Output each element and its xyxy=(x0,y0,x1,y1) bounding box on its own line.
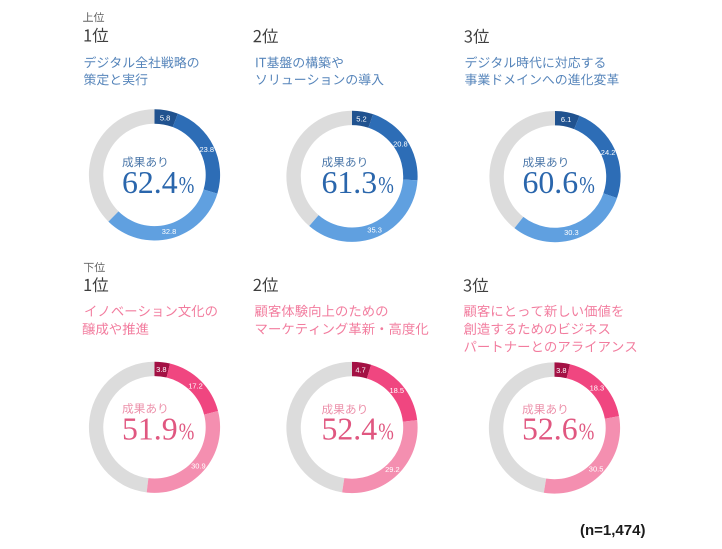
svg-text:5.8: 5.8 xyxy=(160,113,170,122)
svg-text:23.8: 23.8 xyxy=(199,145,214,154)
svg-text:%: % xyxy=(579,418,595,445)
svg-text:52.4: 52.4 xyxy=(322,412,378,447)
svg-text:%: % xyxy=(179,172,195,199)
svg-text:(n=1,474): (n=1,474) xyxy=(580,522,645,539)
svg-text:18.5: 18.5 xyxy=(389,386,404,395)
svg-text:3.8: 3.8 xyxy=(156,365,166,374)
svg-text:17.2: 17.2 xyxy=(188,382,203,391)
svg-text:61.3: 61.3 xyxy=(322,165,378,200)
svg-text:30.3: 30.3 xyxy=(564,228,579,237)
svg-text:35.3: 35.3 xyxy=(367,226,382,235)
svg-text:30.9: 30.9 xyxy=(191,461,206,470)
svg-text:%: % xyxy=(378,418,394,445)
svg-text:%: % xyxy=(579,172,595,199)
svg-text:52.6: 52.6 xyxy=(522,412,578,447)
svg-text:18.3: 18.3 xyxy=(590,384,605,393)
svg-text:32.8: 32.8 xyxy=(162,227,177,236)
svg-text:51.9: 51.9 xyxy=(122,412,178,447)
svg-text:30.5: 30.5 xyxy=(589,465,604,474)
svg-text:%: % xyxy=(179,418,195,445)
svg-text:3.8: 3.8 xyxy=(556,366,566,375)
svg-text:20.8: 20.8 xyxy=(393,140,408,149)
svg-text:24.2: 24.2 xyxy=(601,148,616,157)
svg-text:29.2: 29.2 xyxy=(385,465,400,474)
svg-text:60.6: 60.6 xyxy=(523,165,579,200)
svg-text:5.2: 5.2 xyxy=(356,115,366,124)
svg-text:62.4: 62.4 xyxy=(122,165,178,200)
svg-text:4.7: 4.7 xyxy=(355,366,365,375)
svg-text:6.1: 6.1 xyxy=(561,115,571,124)
svg-text:%: % xyxy=(378,172,394,199)
